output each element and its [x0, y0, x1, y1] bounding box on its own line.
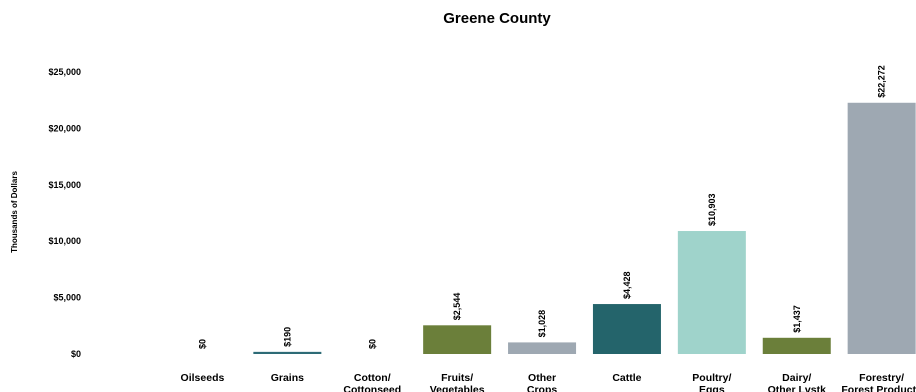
bar	[508, 342, 577, 354]
data-label: $22,272	[877, 65, 887, 98]
bar	[677, 231, 746, 354]
data-label: $2,544	[452, 293, 462, 321]
y-tick-label: $20,000	[48, 123, 81, 133]
x-tick-label: Poultry/	[692, 372, 731, 384]
data-label: $1,437	[792, 305, 802, 333]
bar	[847, 102, 916, 354]
x-tick-label: Forestry/	[859, 372, 904, 384]
x-tick-label: Oilseeds	[181, 372, 225, 384]
x-tick-label: Other	[528, 372, 556, 384]
bars	[253, 102, 916, 354]
x-tick-label: Cottonseed	[343, 384, 401, 392]
data-label: $1,028	[537, 310, 547, 338]
x-axis-ticks: Oilseeds Grains Cotton/Cottonseed Fruits/Ve…	[181, 372, 916, 392]
x-tick-label: Forest Products	[841, 384, 916, 392]
x-tick-label: Other Lvstk	[768, 384, 827, 392]
bar	[592, 304, 661, 354]
x-tick-label: Fruits/	[441, 372, 473, 384]
x-tick-label: Eggs	[699, 384, 725, 392]
data-label: $190	[282, 327, 292, 347]
x-tick-label: Dairy/	[782, 372, 811, 384]
bar	[253, 351, 322, 354]
x-tick-label: Cotton/	[354, 372, 391, 384]
bar	[762, 337, 831, 354]
y-tick-label: $5,000	[53, 293, 81, 303]
y-axis-ticks: $0 $5,000 $10,000 $15,000 $20,000 $25,000	[48, 67, 81, 359]
x-tick-label: Crops	[527, 384, 557, 392]
y-tick-label: $0	[71, 349, 81, 359]
x-tick-label: Cattle	[612, 372, 641, 384]
data-label: $10,903	[707, 193, 717, 226]
bar	[423, 325, 492, 354]
data-label: $4,428	[622, 272, 632, 300]
data-label: $0	[367, 339, 377, 349]
x-tick-label: Vegetables	[430, 384, 485, 392]
data-label: $0	[197, 339, 207, 349]
chart-title: Greene County	[443, 10, 551, 27]
y-axis-label: Thousands of Dollars	[10, 171, 19, 253]
y-tick-label: $25,000	[48, 67, 81, 77]
y-tick-label: $15,000	[48, 180, 81, 190]
data-labels: $0 $190 $0 $2,544 $1,028 $4,428 $10,903 $1,437 $…	[197, 65, 886, 349]
x-tick-label: Grains	[271, 372, 304, 384]
y-tick-label: $10,000	[48, 236, 81, 246]
